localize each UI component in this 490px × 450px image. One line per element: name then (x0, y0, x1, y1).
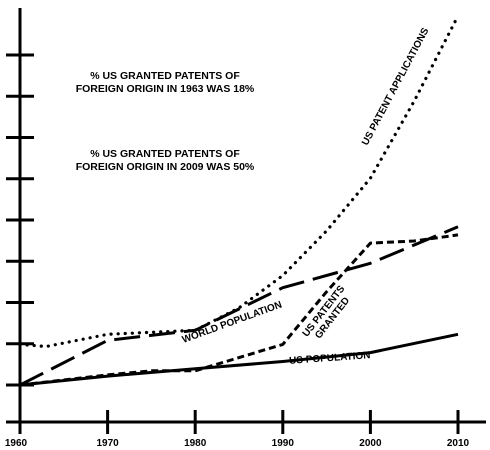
x-tick-label-2000: 2000 (359, 438, 382, 449)
series-label-us-patent-applications: US PATENT APPLICATIONS (360, 26, 432, 147)
x-tick-label-1960: 1960 (5, 438, 28, 449)
series-us-population (19, 332, 459, 387)
x-tick-label-1990: 1990 (272, 438, 295, 449)
x-tick-label-1980: 1980 (184, 438, 207, 449)
axes (6, 8, 486, 424)
series-label-us-patents-granted: US PATENTSGRANTED (301, 283, 357, 346)
series-label-world-population: WORLD POPULATION (181, 299, 284, 345)
ticks: 1960 1970 1980 1990 2000 2010 (5, 53, 470, 449)
series-us-patent-applications (18, 14, 460, 349)
annotation-2: % US GRANTED PATENTS OF FOREIGN ORIGIN IN… (76, 148, 255, 173)
series-layer (18, 14, 460, 387)
annotations: % US GRANTED PATENTS OF FOREIGN ORIGIN IN… (76, 70, 255, 173)
x-tick-label-1970: 1970 (96, 438, 119, 449)
annotation-1: % US GRANTED PATENTS OF FOREIGN ORIGIN IN… (76, 70, 255, 95)
x-tick-label-2010: 2010 (447, 438, 470, 449)
series-label-us-population: US POPULATION (289, 350, 371, 367)
series-world-population (19, 225, 459, 387)
